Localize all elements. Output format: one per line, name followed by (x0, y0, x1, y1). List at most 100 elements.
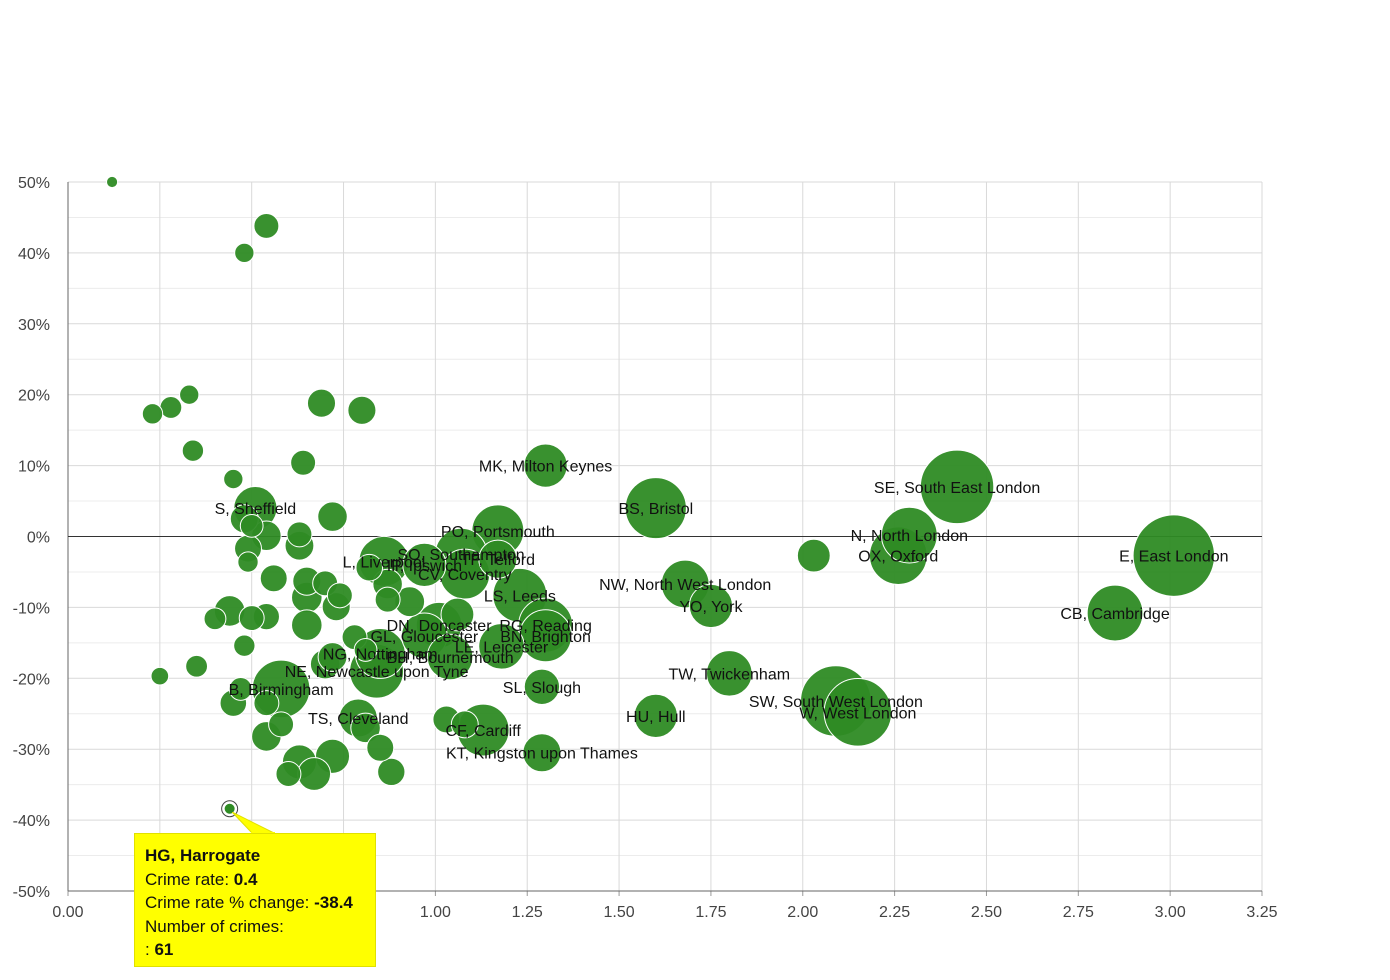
data-point[interactable] (239, 513, 264, 538)
data-point-labeled[interactable] (523, 668, 561, 705)
data-point[interactable] (185, 654, 209, 678)
data-point[interactable] (150, 666, 170, 686)
data-label: SE, South East London (874, 480, 1040, 497)
data-point[interactable] (253, 212, 280, 239)
data-point[interactable] (238, 605, 265, 632)
data-point-labeled[interactable] (1086, 584, 1144, 642)
data-point[interactable] (253, 690, 280, 717)
x-tick-label: 2.75 (1063, 904, 1094, 921)
data-point-labeled[interactable] (426, 633, 474, 681)
data-point[interactable] (237, 551, 259, 573)
data-label: HU, Hull (626, 709, 686, 726)
data-point[interactable] (234, 242, 255, 264)
data-label: CF, Cardiff (446, 723, 522, 740)
data-point[interactable] (290, 449, 317, 476)
data-point-labeled[interactable] (402, 542, 447, 587)
y-tick-label: 40% (18, 246, 50, 263)
data-point[interactable] (326, 582, 353, 609)
data-point[interactable] (317, 501, 348, 532)
data-label: E, East London (1119, 549, 1228, 566)
data-label: LS, Leeds (484, 588, 556, 605)
data-label: CV, Coventry (418, 567, 512, 584)
x-tick-label: 3.25 (1246, 904, 1277, 921)
tooltip-count: : 61 (145, 938, 365, 962)
data-point[interactable] (159, 396, 183, 419)
data-point-labeled[interactable] (688, 583, 734, 629)
data-label: L, Liverpool (343, 554, 426, 571)
data-point[interactable] (347, 395, 377, 425)
data-point[interactable] (259, 564, 288, 593)
data-point-labeled[interactable] (523, 443, 568, 488)
tooltip-rate-change: Crime rate % change: -38.4 (145, 891, 365, 915)
x-tick-label: 3.00 (1155, 904, 1186, 921)
data-point-labeled[interactable] (478, 539, 518, 579)
data-point-labeled[interactable] (522, 733, 562, 773)
data-label: TW, Twickenham (669, 666, 791, 683)
data-point[interactable] (353, 638, 378, 662)
data-label: NW, North West London (599, 577, 771, 594)
data-label: OX, Oxford (858, 549, 938, 566)
data-point[interactable] (268, 711, 295, 738)
data-point[interactable] (796, 538, 831, 573)
data-point[interactable] (291, 609, 323, 641)
data-point[interactable] (306, 388, 337, 418)
x-tick-label: 1.25 (512, 904, 543, 921)
data-point-labeled[interactable] (624, 477, 687, 540)
data-label: BN, Brighton (500, 629, 591, 646)
data-point[interactable] (317, 642, 348, 672)
data-point[interactable] (106, 175, 119, 189)
data-point-labeled[interactable] (478, 623, 525, 670)
y-tick-label: -10% (13, 600, 50, 617)
data-point-labeled[interactable] (706, 650, 753, 697)
data-point-labeled[interactable] (880, 506, 938, 564)
y-tick-label: -30% (13, 742, 50, 759)
data-point-labeled[interactable] (633, 693, 678, 738)
data-point[interactable] (355, 553, 384, 582)
data-label: B, Birmingham (229, 682, 334, 699)
tooltip-crime-rate: Crime rate: 0.4 (145, 868, 365, 892)
y-tick-label: 0% (27, 530, 50, 547)
y-tick-label: 50% (18, 175, 50, 192)
data-label: N, North London (851, 528, 968, 545)
data-label: YO, York (679, 599, 743, 616)
data-label: S, Sheffield (215, 501, 297, 518)
data-label: SL, Slough (503, 680, 581, 697)
y-tick-label: -20% (13, 671, 50, 688)
y-tick-label: 10% (18, 459, 50, 476)
data-label: SW, South West London (749, 694, 923, 711)
data-point-labeled[interactable] (919, 449, 995, 525)
data-label: LE, Leicester (455, 639, 549, 656)
data-point[interactable] (203, 607, 227, 631)
data-label: BH, Bournemouth (386, 650, 513, 667)
data-point[interactable] (233, 634, 256, 657)
data-point[interactable] (350, 712, 381, 744)
data-point[interactable] (223, 468, 244, 490)
data-label: IP, Ipswich (387, 558, 462, 575)
data-point[interactable] (179, 384, 200, 405)
data-point[interactable] (297, 757, 332, 791)
data-label: TF, Telford (461, 552, 535, 569)
data-point[interactable] (228, 677, 253, 701)
data-point[interactable] (141, 403, 164, 425)
bubble-labels: MK, Milton Keynes SE, South East London BS… (215, 459, 1229, 763)
tooltip-rate-value: 0.4 (233, 869, 258, 889)
data-point-labeled[interactable] (1132, 514, 1216, 597)
y-tick-label: -40% (13, 813, 50, 830)
data-point[interactable] (181, 439, 205, 462)
y-tick-label: 20% (18, 388, 50, 405)
data-point[interactable] (374, 586, 401, 613)
highlight-dot[interactable] (224, 803, 235, 814)
x-tick-label: 1.75 (695, 904, 726, 921)
data-point[interactable] (286, 521, 313, 548)
data-point[interactable] (450, 710, 479, 739)
data-point-labeled[interactable] (823, 678, 893, 747)
data-point[interactable] (275, 761, 302, 787)
tooltip-count-prefix: : (145, 940, 155, 959)
data-point[interactable] (366, 733, 395, 762)
data-point[interactable] (377, 757, 406, 787)
data-point[interactable] (440, 597, 475, 632)
data-label: RG, Reading (499, 618, 592, 635)
data-label: MK, Milton Keynes (479, 459, 612, 476)
data-label: DN, Doncaster (387, 618, 493, 635)
